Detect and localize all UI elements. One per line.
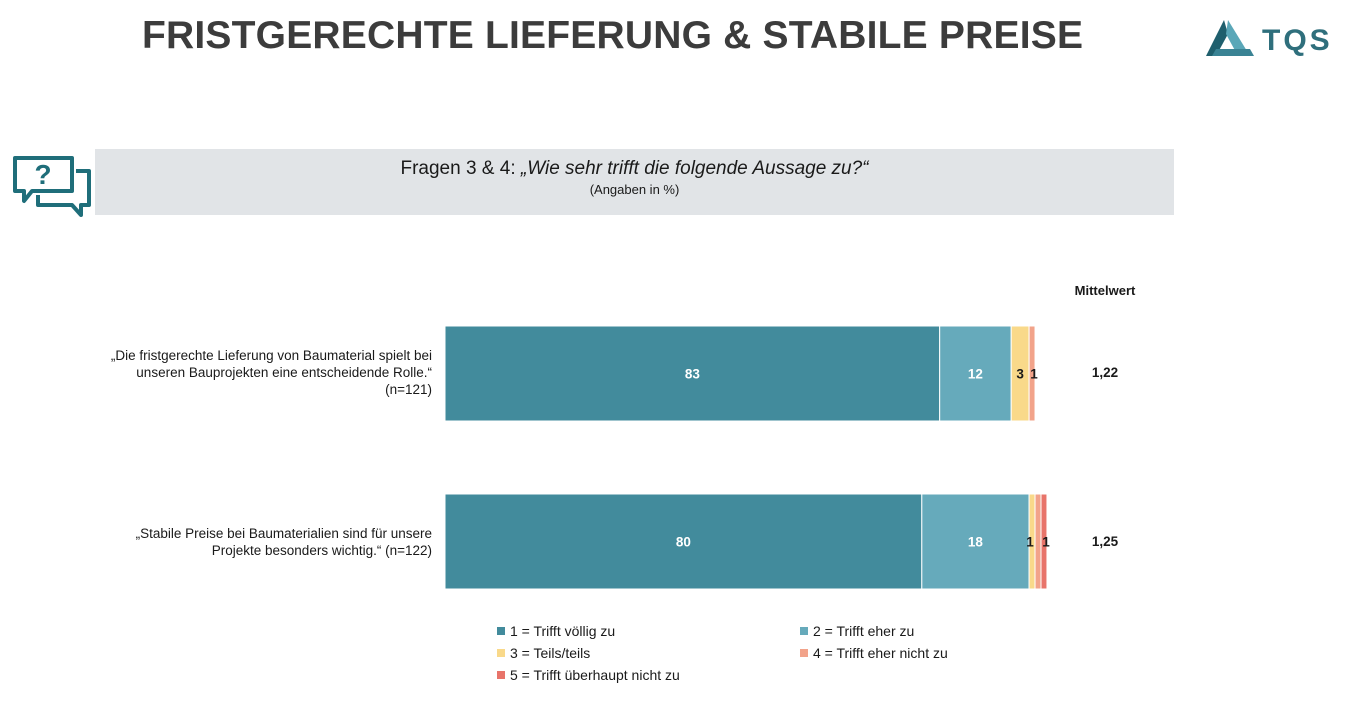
question-box: Fragen 3 & 4: „Wie sehr trifft die folge… xyxy=(95,149,1174,215)
svg-text:?: ? xyxy=(34,159,51,190)
bar-segment-2-1 xyxy=(444,493,923,590)
legend-item-3: 3 = Teils/teils xyxy=(497,645,590,661)
legend-swatch-4 xyxy=(800,649,808,657)
bar-data-label-1-1: 83 xyxy=(685,367,701,382)
legend-label-3: 3 = Teils/teils xyxy=(510,645,591,661)
bar-data-label-1-3: 3 xyxy=(1016,367,1024,382)
legend-swatch-2 xyxy=(800,627,808,635)
legend-label-1: 1 = Trifft völlig zu xyxy=(510,623,616,639)
logo-triangle-icon xyxy=(1206,20,1254,56)
mean-value-2: 1,25 xyxy=(1091,534,1119,549)
question-line: Fragen 3 & 4: „Wie sehr trifft die folge… xyxy=(95,158,1174,180)
page-title: FRISTGERECHTE LIEFERUNG & STABILE PREISE xyxy=(142,14,1084,57)
bar-data-label-2-5: 1 xyxy=(1042,535,1050,550)
legend-label-5: 5 = Trifft überhaupt nicht zu xyxy=(510,667,680,683)
bar-segment-2-5 xyxy=(1040,493,1048,590)
legend-label-2: 2 = Trifft eher zu xyxy=(813,623,915,639)
mean-value-1: 1,22 xyxy=(1091,365,1119,380)
bar-data-label-2-1: 80 xyxy=(676,535,691,550)
legend-item-2: 2 = Trifft eher zu xyxy=(800,623,914,639)
legend-swatch-5 xyxy=(497,671,505,679)
bar-data-label-2-2: 18 xyxy=(968,535,984,550)
category-label-1: „Die fristgerechte Lieferung von Baumate… xyxy=(110,348,432,397)
category-label-2: „Stabile Preise bei Baumaterialien sind … xyxy=(135,526,432,558)
logo-text: TQS xyxy=(1262,24,1333,57)
legend-item-1: 1 = Trifft völlig zu xyxy=(497,623,615,639)
mean-column-header: Mittelwert xyxy=(1074,283,1136,298)
question-chat-icon: ? xyxy=(13,156,91,217)
bar-segment-1-4 xyxy=(1028,325,1036,422)
bar-data-label-1-4: 1 xyxy=(1030,367,1038,382)
tqs-logo: TQS xyxy=(1204,16,1339,62)
bar-data-label-1-2: 12 xyxy=(968,367,983,382)
bar-segment-1-2 xyxy=(939,325,1012,422)
bar-segment-1-1 xyxy=(444,325,941,422)
question-prefix: Fragen 3 & 4: xyxy=(400,158,521,179)
question-note: (Angaben in %) xyxy=(589,182,680,197)
legend-label-4: 4 = Trifft eher nicht zu xyxy=(813,645,948,661)
legend-item-4: 4 = Trifft eher nicht zu xyxy=(800,645,948,661)
bar-data-label-2-3: 1 xyxy=(1026,535,1034,550)
question-text: „Wie sehr trifft die folgende Aussage zu… xyxy=(520,158,869,179)
bar-segment-2-4 xyxy=(1034,493,1042,590)
legend-item-5: 5 = Trifft überhaupt nicht zu xyxy=(497,667,680,683)
legend-swatch-1 xyxy=(497,627,505,635)
legend-swatch-3 xyxy=(497,649,505,657)
bar-segment-2-2 xyxy=(921,493,1030,590)
